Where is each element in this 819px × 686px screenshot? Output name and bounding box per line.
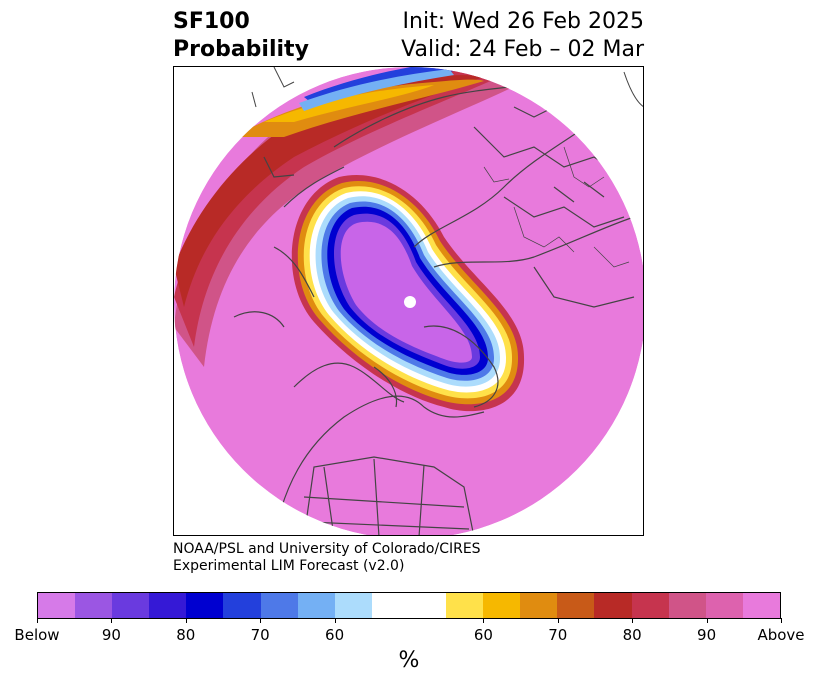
colorbar-tickmark [185, 618, 187, 623]
edge-coastlines [251, 67, 643, 108]
colorbar-tick-label: 70 [548, 626, 568, 644]
credit-block: NOAA/PSL and University of Colorado/CIRE… [173, 541, 481, 575]
colorbar-segment [705, 593, 743, 618]
colorbar-tickmark [632, 618, 634, 623]
colorbar-segment [297, 593, 335, 618]
colorbar-tickmark [706, 618, 708, 623]
colorbar-tick-label: 70 [250, 626, 270, 644]
pink-red-band [174, 67, 534, 367]
colorbar-segment [371, 593, 409, 618]
colorbar-segment [557, 593, 595, 618]
below-core [340, 221, 472, 363]
colorbar-tick-label: Above [757, 626, 805, 644]
colorbar-tickmark [781, 618, 782, 623]
borders [483, 146, 630, 268]
colorbar-segment [742, 593, 780, 618]
pole-hole [404, 296, 416, 308]
colorbar-segment [223, 593, 261, 618]
light-blue-arc-top [299, 69, 454, 111]
colorbar-tick-label: 80 [622, 626, 642, 644]
colorbar-tickmark [111, 618, 113, 623]
init-date: Init: Wed 26 Feb 2025 [402, 9, 644, 34]
colorbar-tick-label: 60 [325, 626, 345, 644]
credit-line-2: Experimental LIM Forecast (v2.0) [173, 558, 405, 574]
colorbar-tickmark [483, 618, 485, 623]
colorbar-tick-label: 90 [101, 626, 121, 644]
valid-range: Valid: 24 Feb – 02 Mar [401, 37, 644, 62]
colorbar-segment [594, 593, 632, 618]
colorbar-tick-label: 60 [473, 626, 493, 644]
variable-label: SF100 [173, 9, 250, 34]
polar-map [174, 67, 643, 535]
colorbar-segment [149, 593, 187, 618]
colorbar-segment [112, 593, 150, 618]
colorbar-tickmark [260, 618, 262, 623]
colorbar-tickmark [557, 618, 559, 623]
colorbar-tickmark [334, 618, 336, 623]
colorbar-segment [186, 593, 224, 618]
colorbar-segment [446, 593, 484, 618]
colorbar-segment [260, 593, 298, 618]
chart-title: SF100 Probability [173, 8, 309, 64]
orange-band-top [234, 79, 484, 137]
date-info: Init: Wed 26 Feb 2025 Valid: 24 Feb – 02… [401, 8, 644, 64]
colorbar-segment [408, 593, 447, 618]
product-label: Probability [173, 37, 309, 62]
colorbar-segment [38, 593, 76, 618]
colorbar-segment [75, 593, 113, 618]
colorbar-segment [334, 593, 372, 618]
colorbar-tick-label: Below [14, 626, 60, 644]
colorbar-tick-label: 80 [176, 626, 196, 644]
credit-line-1: NOAA/PSL and University of Colorado/CIRE… [173, 541, 481, 557]
colorbar-units: % [398, 648, 420, 673]
colorbar-segment [631, 593, 669, 618]
colorbar-tick-label: 90 [697, 626, 717, 644]
yellow-band-top [264, 85, 434, 122]
colorbar-segment [483, 593, 521, 618]
colorbar [37, 592, 781, 619]
colorbar-segment [668, 593, 706, 618]
colorbar-segment [520, 593, 558, 618]
colorbar-tickmark [37, 618, 38, 623]
map-panel [173, 66, 644, 536]
